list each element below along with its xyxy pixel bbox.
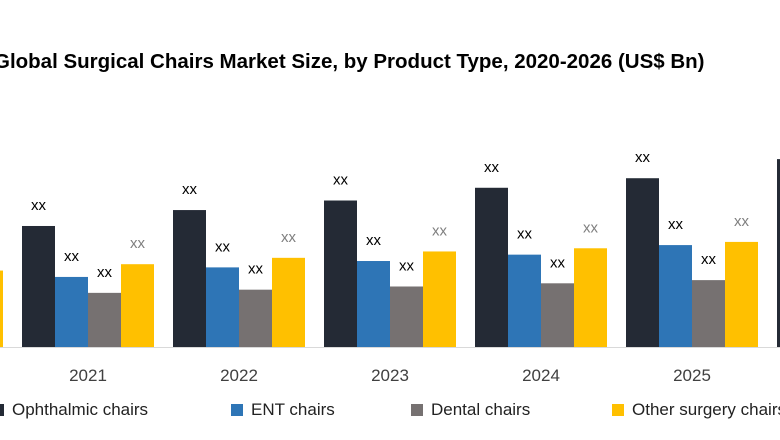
bar-ophthalmic-chairs-2021	[22, 225, 55, 347]
bar-other-surgery-chairs-2020	[0, 270, 3, 347]
bar-other-surgery-chairs-2022	[272, 257, 305, 347]
legend-label: Other surgery chairs	[632, 400, 780, 419]
bar-dental-chairs-2024	[541, 283, 574, 347]
bar-ophthalmic-chairs-2024	[475, 187, 508, 347]
chart-title: Global Surgical Chairs Market Size, by P…	[0, 50, 705, 73]
data-label: xx	[668, 216, 684, 233]
x-tick-label: 2023	[371, 366, 409, 385]
data-label: xx	[583, 219, 599, 236]
bar-dental-chairs-2023	[390, 286, 423, 347]
legend-label: ENT chairs	[251, 400, 335, 419]
legend-item-ent-chairs: ENT chairs	[231, 400, 335, 420]
data-label: xx	[333, 172, 349, 189]
data-label: xx	[484, 159, 500, 176]
bar-chart: 2020xxxxxxxx2021xxxxxxxx2022xxxxxxxx2023…	[0, 149, 780, 385]
legend-swatch	[612, 404, 624, 416]
bar-ent-chairs-2025	[659, 245, 692, 347]
bar-ophthalmic-chairs-2025	[626, 178, 659, 347]
data-label: xx	[432, 222, 448, 239]
bar-other-surgery-chairs-2021	[121, 264, 154, 347]
data-label: xx	[215, 238, 231, 255]
legend-label: Dental chairs	[431, 400, 531, 419]
x-tick-label: 2024	[522, 366, 560, 385]
bar-dental-chairs-2021	[88, 292, 121, 347]
bar-ent-chairs-2022	[206, 267, 239, 347]
bar-other-surgery-chairs-2024	[574, 248, 607, 347]
data-label: xx	[399, 257, 415, 274]
bar-ent-chairs-2024	[508, 254, 541, 347]
x-tick-label: 2022	[220, 366, 258, 385]
data-label: xx	[64, 248, 80, 265]
bar-ophthalmic-chairs-2026	[777, 159, 780, 347]
data-label: xx	[130, 235, 146, 252]
legend-item-ophthalmic-chairs: Ophthalmic chairs	[0, 400, 148, 420]
bar-ophthalmic-chairs-2023	[324, 200, 357, 347]
bar-ent-chairs-2021	[55, 276, 88, 347]
chart-legend: Ophthalmic chairs ENT chairs Dental chairs…	[0, 400, 780, 430]
data-label: xx	[635, 149, 651, 166]
data-label: xx	[182, 181, 198, 198]
legend-label: Ophthalmic chairs	[12, 400, 149, 419]
bar-other-surgery-chairs-2023	[423, 251, 456, 347]
data-label: xx	[31, 197, 47, 214]
data-label: xx	[97, 264, 113, 281]
data-label: xx	[701, 251, 717, 268]
legend-item-other-surgery-chairs: Other surgery chairs	[612, 400, 780, 420]
data-label: xx	[248, 261, 264, 278]
bar-ent-chairs-2023	[357, 261, 390, 347]
bar-other-surgery-chairs-2025	[725, 241, 758, 347]
data-label: xx	[550, 254, 566, 271]
data-label: xx	[734, 213, 750, 230]
data-label: xx	[366, 232, 382, 249]
bar-dental-chairs-2025	[692, 280, 725, 347]
x-tick-label: 2025	[673, 366, 711, 385]
legend-swatch	[231, 404, 243, 416]
legend-item-dental-chairs: Dental chairs	[411, 400, 530, 420]
legend-swatch	[0, 404, 4, 416]
bar-dental-chairs-2022	[239, 289, 272, 347]
legend-swatch	[411, 404, 423, 416]
x-tick-label: 2021	[69, 366, 107, 385]
data-label: xx	[281, 229, 297, 246]
bar-ophthalmic-chairs-2022	[173, 210, 206, 347]
data-label: xx	[517, 226, 533, 243]
